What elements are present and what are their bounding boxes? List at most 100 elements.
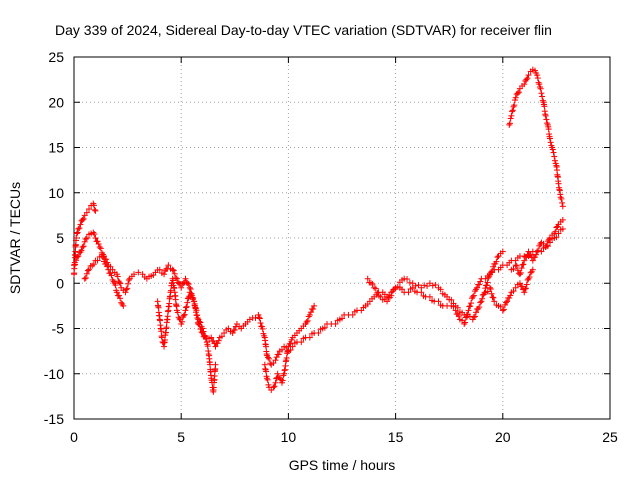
data-point	[183, 303, 190, 310]
data-point	[80, 215, 87, 222]
data-point	[118, 299, 125, 306]
y-tick-label: 0	[56, 275, 64, 291]
data-point	[476, 281, 483, 288]
data-point	[484, 279, 491, 286]
data-point	[514, 267, 521, 274]
data-point	[221, 330, 228, 337]
data-point	[298, 339, 305, 346]
data-point	[125, 277, 132, 284]
data-point	[256, 314, 263, 321]
data-point	[184, 299, 191, 306]
data-point	[454, 304, 461, 311]
data-point	[73, 235, 80, 241]
data-point	[494, 254, 501, 261]
data-point	[91, 206, 98, 213]
data-point	[96, 244, 103, 251]
data-point	[559, 216, 566, 223]
x-tick-labels: 0 5 10 15 20 25	[70, 429, 618, 445]
y-tick-label: 25	[48, 49, 64, 65]
data-point	[76, 225, 83, 232]
data-point	[266, 355, 273, 362]
y-axis-label: SDTVAR / TECUs	[7, 182, 23, 294]
data-point	[489, 268, 496, 275]
data-point	[511, 102, 518, 109]
data-point	[399, 286, 406, 293]
data-point	[82, 274, 89, 281]
data-point	[394, 283, 401, 290]
data-points	[71, 66, 566, 395]
data-point	[448, 296, 455, 303]
data-point	[543, 116, 550, 123]
data-point	[523, 76, 530, 83]
data-point	[553, 224, 560, 231]
data-point	[81, 275, 88, 282]
data-point	[229, 330, 236, 337]
data-point	[497, 303, 504, 310]
data-point	[525, 248, 532, 255]
data-point	[470, 314, 477, 321]
data-point	[332, 320, 339, 327]
data-point	[534, 72, 541, 79]
data-point	[265, 354, 272, 361]
data-point	[544, 238, 551, 245]
data-point	[310, 305, 317, 312]
data-point	[79, 216, 86, 223]
data-point	[193, 307, 200, 314]
data-point	[75, 225, 82, 232]
data-point	[188, 292, 195, 299]
x-tick-label: 15	[388, 429, 404, 445]
data-point	[311, 302, 318, 309]
data-point	[184, 280, 191, 287]
data-point	[536, 81, 543, 88]
data-point	[526, 273, 533, 280]
data-point	[470, 292, 477, 299]
data-point	[474, 284, 481, 291]
data-point	[80, 243, 87, 250]
x-axis-label: GPS time / hours	[289, 457, 396, 473]
data-point	[489, 294, 496, 301]
data-point	[77, 249, 84, 256]
data-point	[270, 384, 277, 391]
data-point	[194, 311, 201, 318]
data-point	[506, 121, 513, 128]
data-point	[75, 253, 82, 260]
data-point	[432, 281, 439, 288]
data-point	[558, 195, 565, 202]
data-point	[559, 203, 566, 210]
data-point	[83, 209, 90, 216]
data-point	[421, 282, 428, 289]
data-point	[92, 235, 99, 241]
data-point	[369, 281, 376, 288]
data-point	[540, 240, 547, 247]
data-point	[503, 299, 510, 306]
data-point	[424, 283, 431, 290]
data-point	[94, 238, 101, 245]
data-point	[473, 309, 479, 316]
data-point	[535, 247, 542, 254]
data-point	[307, 309, 314, 316]
data-point	[481, 289, 488, 296]
data-point	[176, 315, 183, 322]
data-point	[388, 292, 395, 299]
data-point	[73, 230, 80, 237]
data-point	[552, 228, 559, 235]
data-point	[490, 294, 497, 301]
data-point	[499, 307, 506, 314]
data-point	[537, 85, 544, 92]
y-tick-label: -5	[52, 321, 65, 337]
data-point	[77, 221, 84, 228]
data-point	[535, 79, 542, 86]
data-point	[91, 202, 98, 209]
data-point	[122, 289, 129, 296]
data-point	[287, 346, 294, 353]
data-point	[86, 266, 93, 273]
data-point	[538, 90, 545, 97]
y-tick-label: 15	[48, 140, 64, 156]
data-point	[125, 280, 132, 287]
data-point	[275, 351, 282, 358]
data-point	[462, 319, 469, 326]
data-point	[512, 284, 519, 291]
data-point	[509, 107, 516, 114]
data-point	[257, 319, 264, 326]
data-point	[225, 325, 232, 332]
